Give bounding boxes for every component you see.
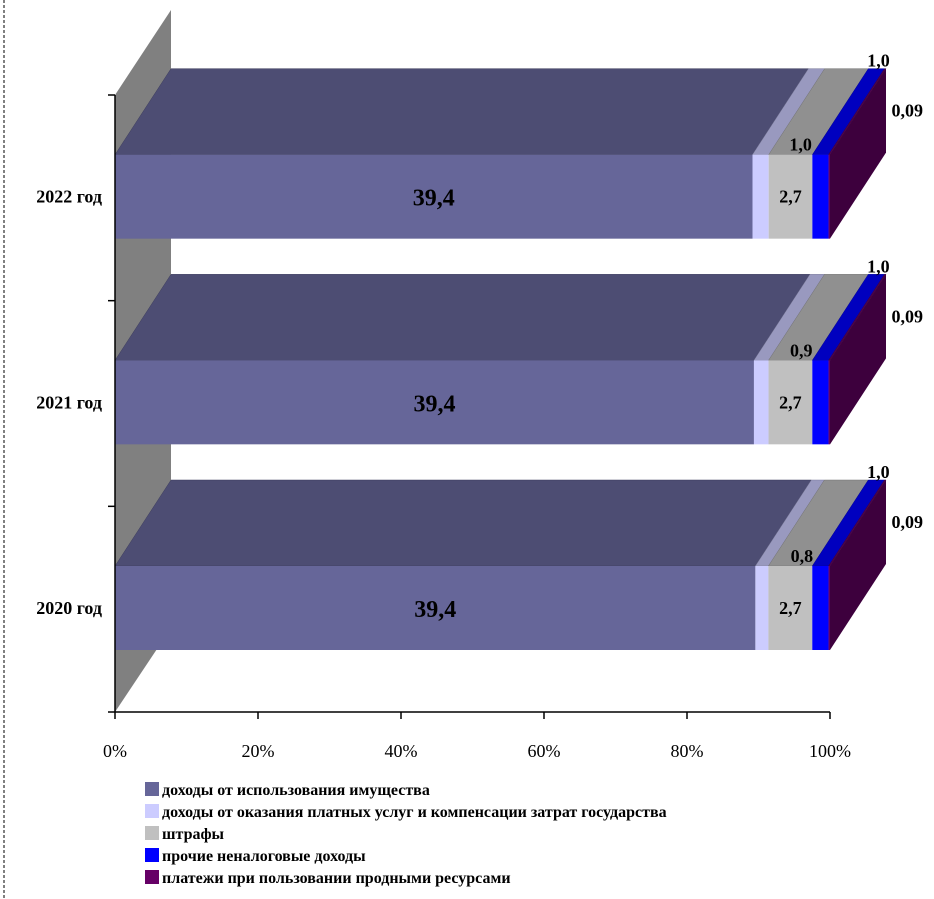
bar-series-4-3: [812, 154, 829, 239]
x-tick-label-3: 60%: [528, 741, 561, 761]
bar-series-1-2: [115, 360, 754, 445]
legend-label-5: платежи при пользовании продными ресурса…: [162, 870, 511, 887]
legend: доходы от использования имущества доходы …: [145, 782, 667, 887]
x-tick-label-5: 100%: [809, 741, 851, 761]
bar-series-4-2: [812, 360, 829, 445]
x-tick-label-1: 20%: [242, 741, 275, 761]
legend-label-4: прочие неналоговые доходы: [162, 848, 366, 865]
bar-series-5-2: [828, 360, 830, 445]
data-label-series-5-3: 0,09: [892, 101, 924, 121]
bar-series-5-1: [828, 566, 830, 650]
data-label-series-3-1: 2,7: [779, 598, 802, 618]
legend-label-3: штрафы: [162, 826, 225, 843]
data-label-series-2-3: 1,0: [789, 135, 812, 155]
x-tick-label-0: 0%: [103, 741, 127, 761]
data-label-series-5-2: 0,09: [892, 306, 924, 326]
data-label-series-3-2: 2,7: [779, 392, 802, 412]
bar-top-series-1-1: [114, 479, 812, 567]
bars-layer: [114, 68, 887, 650]
data-label-series-4-2: 1,0: [867, 256, 890, 276]
bar-series-4-1: [812, 566, 829, 650]
data-label-series-4-3: 1,0: [867, 51, 890, 71]
bar-side-1: [830, 480, 886, 650]
bar-group-2: [114, 274, 887, 445]
category-label-3: 2022 год: [36, 187, 102, 207]
legend-swatch-2: [145, 804, 159, 818]
data-label-series-1-1: 39,4: [414, 597, 456, 623]
bar-series-3-3: [768, 154, 813, 239]
bar-side-3: [830, 68, 886, 239]
bar-series-1-1: [115, 566, 756, 650]
legend-swatch-5: [145, 870, 159, 884]
data-label-series-1-3: 39,4: [413, 186, 455, 212]
bar-top-series-1-3: [114, 68, 809, 155]
category-labels: 2020 год 2021 год 2022 год: [36, 187, 102, 618]
legend-swatch-3: [145, 826, 159, 840]
data-label-series-1-2: 39,4: [413, 391, 455, 417]
data-label-series-3-3: 2,7: [779, 187, 802, 207]
x-tick-label-2: 40%: [385, 741, 418, 761]
bar-series-3-2: [768, 360, 813, 445]
bar-side-2: [830, 274, 886, 445]
legend-swatch-4: [145, 848, 159, 862]
bar-group-3: [114, 68, 887, 239]
bar-series-5-3: [828, 154, 830, 239]
data-label-series-4-1: 1,0: [867, 462, 890, 482]
bar-group-1: [114, 479, 887, 650]
y-axis-ticks: [108, 94, 115, 713]
x-axis-ticks: 0% 20% 40% 60% 80% 100%: [103, 712, 851, 761]
x-tick-label-4: 80%: [671, 741, 704, 761]
bar-series-2-2: [753, 360, 769, 445]
data-label-series-5-1: 0,09: [892, 512, 924, 532]
bar-series-1-3: [115, 154, 753, 239]
legend-swatch-1: [145, 782, 159, 796]
data-labels: 39,4 0,8 2,7 1,0 0,09 39,4 0,9 2,7 1,0 0,09 39,4 1,…: [413, 51, 923, 623]
bar-series-2-1: [755, 566, 769, 650]
bar-series-2-3: [752, 154, 769, 239]
data-label-series-2-2: 0,9: [790, 340, 813, 360]
legend-label-2: доходы от оказания платных услуг и компе…: [162, 804, 667, 821]
bar-top-series-1-2: [114, 274, 811, 361]
legend-label-1: доходы от использования имущества: [162, 782, 430, 799]
category-label-1: 2020 год: [36, 598, 102, 618]
bar-series-3-1: [768, 566, 813, 650]
category-label-2: 2021 год: [36, 392, 102, 412]
data-label-series-2-1: 0,8: [791, 546, 814, 566]
